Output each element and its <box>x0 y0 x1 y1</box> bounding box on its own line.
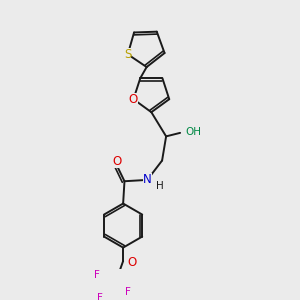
Text: H: H <box>155 181 163 191</box>
Text: F: F <box>125 287 131 298</box>
Text: S: S <box>124 48 131 61</box>
Text: O: O <box>129 93 138 106</box>
Text: O: O <box>112 155 122 168</box>
Text: F: F <box>98 293 103 300</box>
Text: F: F <box>94 270 100 280</box>
Text: N: N <box>143 173 152 186</box>
Text: O: O <box>127 256 136 269</box>
Text: OH: OH <box>185 127 202 136</box>
